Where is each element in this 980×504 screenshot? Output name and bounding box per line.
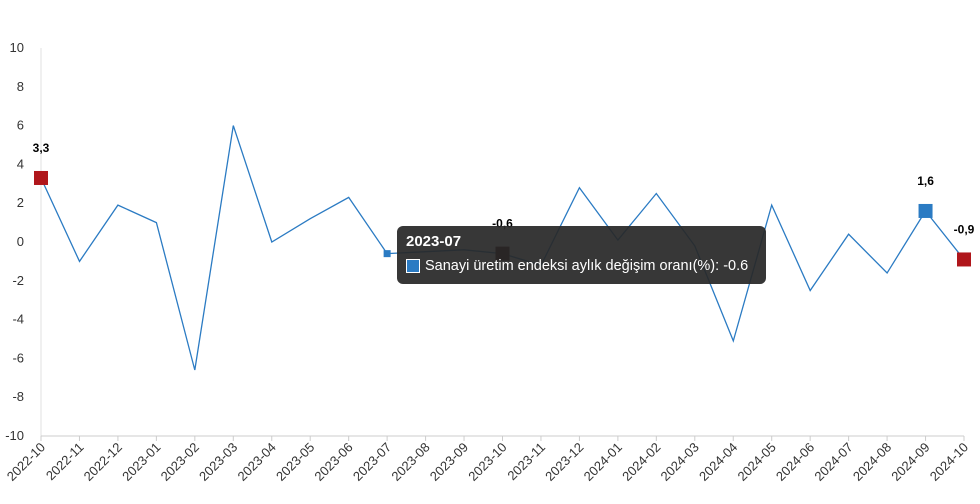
x-tick-label: 2024-08 (850, 440, 894, 484)
y-tick-label: -8 (12, 389, 24, 404)
series-swatch-icon (406, 259, 420, 273)
x-tick-label: 2024-10 (927, 440, 971, 484)
x-tick-label: 2023-04 (235, 440, 279, 484)
x-tick-label: 2024-06 (773, 440, 817, 484)
data-label: 1,6 (917, 174, 934, 188)
y-tick-label: -4 (12, 312, 24, 327)
x-tick-label: 2023-08 (388, 440, 432, 484)
x-tick-label: 2024-04 (696, 440, 740, 484)
x-tick-label: 2024-05 (734, 440, 778, 484)
x-tick-label: 2024-09 (888, 440, 932, 484)
x-tick-label: 2023-01 (119, 440, 163, 484)
tooltip-value: -0.6 (723, 258, 749, 274)
y-axis-ticks: 10 8 6 4 2 0 -2 -4 -6 -8 -10 (5, 40, 24, 443)
y-tick-label: 0 (17, 234, 24, 249)
y-tick-label: -2 (12, 273, 24, 288)
y-tick-label: 4 (17, 156, 24, 171)
x-tick-label: 2023-11 (504, 440, 548, 484)
x-tick-label: 2022-11 (43, 440, 87, 484)
tooltip-series-label: Sanayi üretim endeksi aylık değişim oran… (425, 258, 716, 274)
tooltip: 2023-07 Sanayi üretim endeksi aylık deği… (397, 226, 766, 284)
x-tick-label: 2023-10 (465, 440, 509, 484)
data-label: -0,9 (954, 222, 975, 236)
y-tick-label: 2 (17, 195, 24, 210)
y-tick-label: 8 (17, 79, 24, 94)
data-point-marker[interactable] (918, 203, 933, 218)
x-tick-label: 2024-02 (619, 440, 663, 484)
x-tick-label: 2023-05 (273, 440, 317, 484)
x-tick-label: 2024-01 (581, 440, 625, 484)
y-tick-label: -10 (5, 428, 24, 443)
data-point-marker[interactable] (957, 252, 971, 267)
y-tick-label: 10 (10, 40, 24, 55)
data-labels: 3,3-0,61,6-0,9 (33, 141, 975, 236)
x-tick-label: 2022-12 (81, 440, 125, 484)
x-tick-label: 2023-07 (350, 440, 394, 484)
x-tick-label: 2023-12 (542, 440, 586, 484)
x-tick-label: 2022-10 (4, 440, 48, 484)
data-label: 3,3 (33, 141, 50, 155)
tooltip-row: Sanayi üretim endeksi aylık değişim oran… (406, 257, 757, 275)
tooltip-title: 2023-07 (406, 233, 462, 250)
x-tick-label: 2023-02 (158, 440, 202, 484)
x-axis-ticks: 2022-102022-112022-122023-012023-022023-… (4, 436, 971, 484)
x-tick-label: 2023-09 (427, 440, 471, 484)
y-tick-label: 6 (17, 118, 24, 133)
x-tick-label: 2023-06 (311, 440, 355, 484)
y-tick-label: -6 (12, 350, 24, 365)
data-point-marker[interactable] (34, 170, 48, 185)
hovered-point-marker[interactable] (383, 250, 391, 258)
tooltip-separator: : (715, 258, 724, 274)
x-tick-label: 2024-07 (811, 440, 855, 484)
x-tick-label: 2023-03 (196, 440, 240, 484)
x-tick-label: 2024-03 (658, 440, 702, 484)
